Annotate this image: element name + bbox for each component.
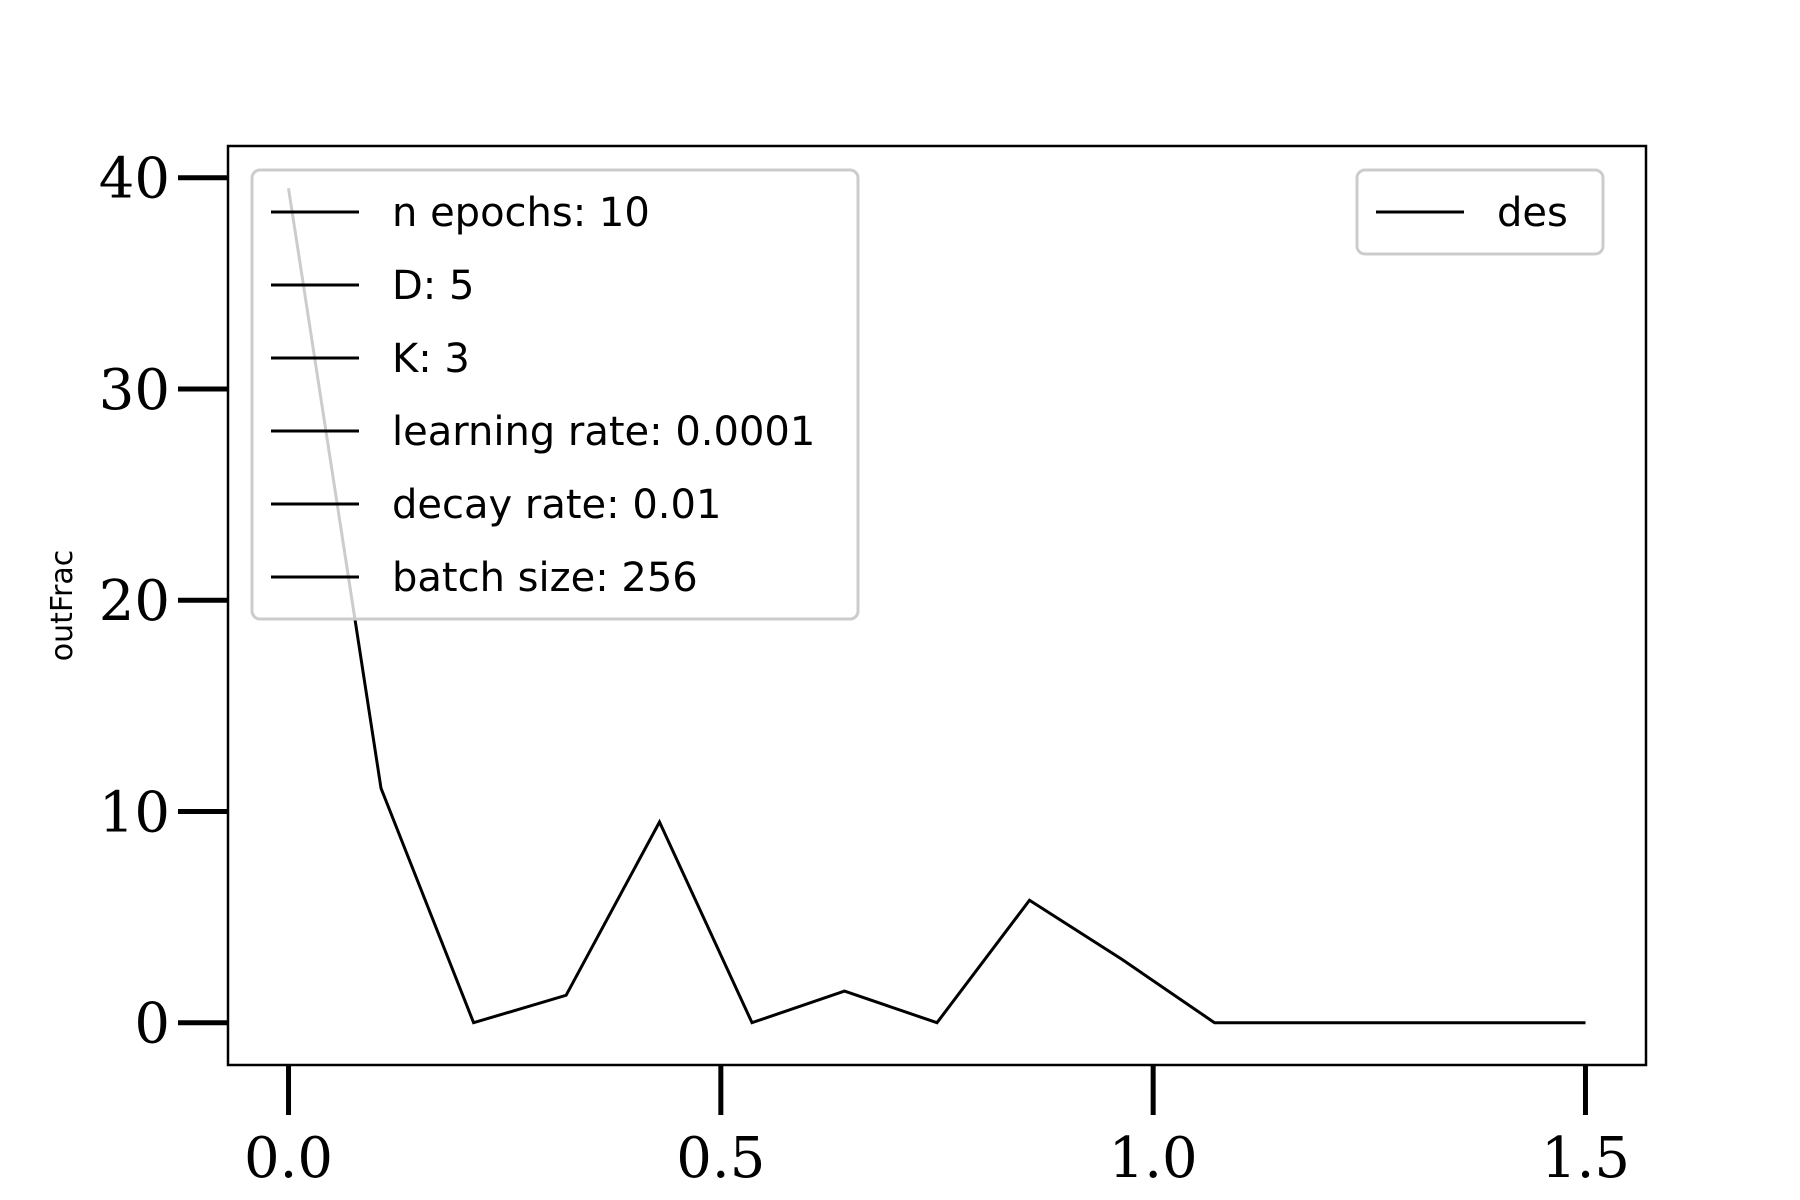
x-tick-label: 1.0 [1109,1126,1198,1191]
legend-entry: D: 5 [392,263,474,309]
series-line-des [287,188,1586,1025]
legend-entry: batch size: 256 [392,555,698,601]
legend-entry: learning rate: 0.0001 [392,409,815,455]
legend-frame [1355,168,1605,256]
legend-parameters: n epochs: 10 D: 5 K: 3 learning rate: 0.000… [250,168,860,621]
y-tick-label: 20 [99,569,170,634]
y-tick-label: 40 [99,147,170,212]
x-tick-label: 0.5 [676,1126,765,1191]
legend-series: des [1355,168,1605,256]
x-tick-label: 1.5 [1541,1126,1630,1191]
legend-entry: decay rate: 0.01 [392,482,721,528]
y-tick-label: 0 [134,992,170,1057]
x-tick-label: 0.0 [244,1126,333,1191]
legend-entry: K: 3 [392,336,470,382]
y-tick-label: 10 [99,780,170,845]
legend-frame [250,168,860,621]
y-tick-label: 30 [99,358,170,423]
legend-entry: des [1497,190,1568,236]
y-axis-label: outFrac [45,550,80,661]
ticks-layer: 0 10 20 30 40 0.0 0.5 1.0 1.5 [99,147,1630,1191]
plot-area-frame [226,144,1648,1067]
legend-entry: n epochs: 10 [392,190,650,236]
plot-layer [287,188,1586,1025]
